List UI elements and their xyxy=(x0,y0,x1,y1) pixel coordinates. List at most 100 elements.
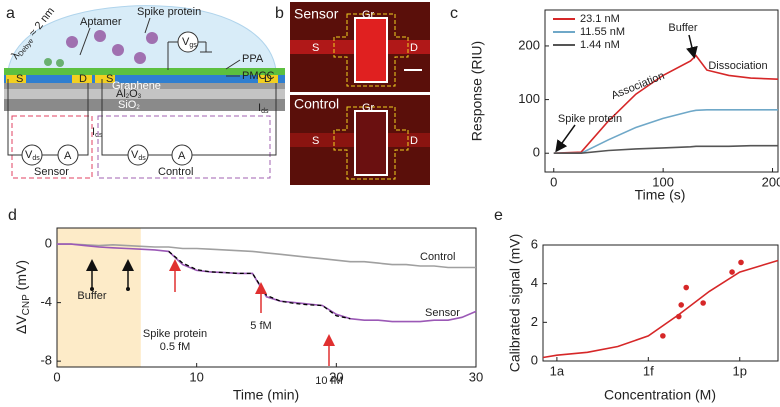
al2o3-layer xyxy=(4,89,285,99)
outline xyxy=(333,106,409,180)
point xyxy=(729,269,735,275)
annotation: Buffer xyxy=(668,22,697,34)
gate xyxy=(354,110,388,176)
wire xyxy=(7,79,89,156)
aptamer xyxy=(56,59,64,67)
electrode xyxy=(6,75,26,83)
label: SiO2 xyxy=(118,99,140,111)
label: D xyxy=(79,73,87,85)
ammeter xyxy=(171,144,193,166)
label: ds xyxy=(261,108,269,115)
label: ds xyxy=(138,155,146,162)
y-tick-label: -8 xyxy=(40,353,52,368)
y-axis-label: Response (RIU) xyxy=(469,41,485,141)
virus xyxy=(146,32,158,44)
x-axis-label: Concentration (M) xyxy=(604,387,716,403)
pointer xyxy=(225,59,241,70)
x-tick-label: 30 xyxy=(469,369,483,384)
voltmeter xyxy=(21,144,43,166)
series-line xyxy=(57,243,477,323)
pointer xyxy=(144,17,151,34)
electrode xyxy=(72,75,92,83)
label: S xyxy=(312,135,319,147)
annotation: Spike protein xyxy=(558,113,622,125)
annotation: 0.5 fM xyxy=(160,341,191,353)
label: gs xyxy=(189,42,197,49)
label: I xyxy=(92,126,95,138)
x-tick-label: 0 xyxy=(550,174,557,189)
ammeter xyxy=(57,144,79,166)
label: A xyxy=(178,150,186,162)
virus xyxy=(134,52,146,64)
circuit-box xyxy=(11,115,93,179)
label: O xyxy=(129,88,138,100)
point xyxy=(660,333,666,339)
point xyxy=(738,259,744,266)
label: 2 xyxy=(136,105,140,111)
series-label: Control xyxy=(420,251,455,263)
annotation: Buffer xyxy=(77,290,106,302)
label: Sensor xyxy=(34,166,69,178)
x-tick-label: 1p xyxy=(733,363,747,378)
y-axis-label: ΔV xyxy=(13,315,29,334)
label: S xyxy=(106,73,113,85)
panel-label: a xyxy=(6,5,15,22)
x-tick-label: 20 xyxy=(329,369,343,384)
y-tick-label: 4 xyxy=(531,275,538,290)
label: Sensor xyxy=(294,6,339,22)
series-line xyxy=(553,54,779,154)
dot xyxy=(90,287,94,291)
x-tick-label: 1a xyxy=(550,363,565,378)
label: S xyxy=(16,73,23,85)
series-line xyxy=(57,243,476,269)
label: Al2O3 xyxy=(116,88,142,100)
label: Control xyxy=(158,166,193,178)
label: Aptamer xyxy=(80,16,122,28)
ppa-layer xyxy=(4,68,285,75)
label: 2 xyxy=(126,94,130,100)
label: 3 xyxy=(138,94,142,100)
x-tick-label: 1f xyxy=(643,363,654,378)
point xyxy=(675,313,682,320)
plot-frame xyxy=(544,9,779,173)
point xyxy=(700,300,706,306)
panel-label: c xyxy=(450,5,458,22)
sio2-layer xyxy=(4,99,285,111)
y-tick-label: 2 xyxy=(531,314,538,329)
label: ds xyxy=(32,155,40,162)
annotation: Association xyxy=(610,70,667,102)
plot-frame xyxy=(56,227,477,368)
point xyxy=(683,284,690,291)
annotation: 5 fM xyxy=(250,320,271,332)
micrographs: Sensor Gr S D Control Gr S D xyxy=(290,2,430,185)
annotation: Spike protein xyxy=(143,328,207,340)
label: Ids xyxy=(258,102,269,115)
dot xyxy=(126,287,130,291)
annotation: Dissociation xyxy=(708,60,767,72)
wire xyxy=(101,79,277,156)
label: D xyxy=(410,42,418,54)
label: Vds xyxy=(131,149,146,162)
label: SiO xyxy=(118,99,137,111)
plot-frame xyxy=(542,244,779,362)
label: D xyxy=(410,135,418,147)
dome xyxy=(7,5,277,71)
panel-label: e xyxy=(494,207,503,224)
label: Vds xyxy=(25,149,40,162)
panel-label: d xyxy=(8,207,17,224)
y-tick-label: 6 xyxy=(531,236,538,251)
label: D xyxy=(264,73,272,85)
label: V xyxy=(182,36,190,48)
legend-label: 11.55 nM xyxy=(580,26,625,38)
pointer xyxy=(79,27,91,56)
y-tick-label: 0 xyxy=(45,236,52,251)
aptamer xyxy=(44,58,52,66)
series-line xyxy=(553,109,778,154)
label: ds xyxy=(95,132,103,139)
device-layer xyxy=(4,75,285,83)
arrow xyxy=(686,34,698,59)
label: A xyxy=(64,150,72,162)
label: I xyxy=(258,102,261,114)
